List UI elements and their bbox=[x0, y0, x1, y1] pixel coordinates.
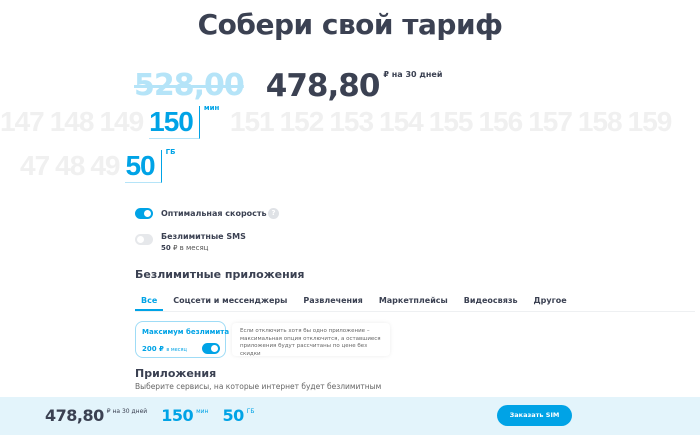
apps-tabs: Все Соцсети и мессенджеры Развлечения Ма… bbox=[135, 290, 695, 312]
minutes-option[interactable]: 154 bbox=[379, 106, 424, 137]
apps-list-heading: Приложения bbox=[135, 367, 217, 380]
minutes-option[interactable]: 151 bbox=[229, 106, 275, 137]
max-title: Максимум безлимита bbox=[142, 328, 230, 336]
gb-option[interactable]: 48 bbox=[55, 150, 85, 181]
page-title: Собери свой тариф bbox=[197, 8, 503, 41]
minutes-slider[interactable]: 147 148 149 150 мин 151 152 153 154 155 156 157 158 1… bbox=[0, 104, 677, 139]
order-sim-button[interactable]: Заказать SIM bbox=[497, 405, 572, 426]
sms-toggle[interactable] bbox=[135, 234, 153, 245]
tab-other[interactable]: Другое bbox=[533, 296, 567, 305]
sms-label: Безлимитные SMS bbox=[161, 232, 246, 241]
minutes-value: 150 bbox=[149, 106, 194, 137]
optimal-speed-toggle[interactable] bbox=[135, 208, 153, 219]
tab-entertainment[interactable]: Развлечения bbox=[303, 296, 363, 305]
old-price: 528,00 bbox=[134, 68, 245, 103]
price-period: ₽ на 30 дней bbox=[383, 70, 443, 79]
gb-option[interactable]: 49 bbox=[90, 150, 120, 181]
minutes-option[interactable]: 148 bbox=[49, 106, 95, 137]
footer-bar: 478,80 ₽ на 30 дней 150 мин 50 ГБ bbox=[0, 397, 700, 435]
minutes-option[interactable]: 152 bbox=[279, 106, 325, 137]
max-price-value: 200 ₽ bbox=[142, 345, 164, 353]
optimal-speed-label: Оптимальная скорость bbox=[161, 209, 267, 218]
gb-value: 50 bbox=[125, 150, 155, 181]
footer-gb: 50 bbox=[222, 406, 244, 425]
gb-unit: ГБ bbox=[165, 148, 176, 156]
footer-gb-unit: ГБ bbox=[246, 408, 255, 415]
gb-slider[interactable]: 47 48 49 50 ГБ bbox=[20, 148, 192, 183]
tab-marketplaces[interactable]: Маркетплейсы bbox=[378, 296, 448, 305]
tab-all[interactable]: Все bbox=[135, 290, 164, 311]
footer-period: ₽ на 30 дней bbox=[106, 408, 148, 415]
footer-summary: 478,80 ₽ на 30 дней 150 мин 50 ГБ bbox=[45, 406, 269, 425]
help-icon[interactable]: ? bbox=[268, 208, 279, 219]
tab-video[interactable]: Видеосвязь bbox=[463, 296, 518, 305]
sms-price-suffix: ₽ в месяц bbox=[172, 244, 209, 252]
footer-price: 478,80 bbox=[45, 406, 104, 425]
minutes-option[interactable]: 147 bbox=[0, 106, 45, 137]
max-unlimited-card[interactable]: Максимум безлимита 200 ₽ в месяц bbox=[135, 321, 230, 358]
apps-list-subtitle: Выберите сервисы, на которые интернет бу… bbox=[135, 382, 382, 391]
minutes-unit: мин bbox=[203, 104, 220, 112]
gb-option[interactable]: 47 bbox=[20, 150, 50, 181]
price-row: 528,00 478,80 ₽ на 30 дней bbox=[134, 68, 442, 104]
gb-selected[interactable]: 50 ГБ bbox=[125, 148, 175, 183]
tab-social[interactable]: Соцсети и мессенджеры bbox=[173, 296, 288, 305]
max-price-suffix: в месяц bbox=[166, 347, 187, 353]
minutes-option[interactable]: 158 bbox=[577, 106, 623, 137]
minutes-option[interactable]: 157 bbox=[528, 106, 573, 137]
max-price: 200 ₽ в месяц bbox=[142, 345, 187, 353]
max-toggle[interactable] bbox=[202, 343, 220, 354]
minutes-option[interactable]: 155 bbox=[428, 106, 474, 137]
minutes-selected[interactable]: 150 мин bbox=[149, 104, 219, 139]
footer-minutes-unit: мин bbox=[196, 408, 209, 415]
sms-price: 50 bbox=[161, 244, 171, 252]
apps-heading: Безлимитные приложения bbox=[135, 268, 305, 281]
footer-minutes: 150 bbox=[161, 406, 194, 425]
apps-note: Если отключить хотя бы одно приложение –… bbox=[232, 323, 390, 357]
minutes-option[interactable]: 153 bbox=[329, 106, 374, 137]
new-price: 478,80 bbox=[265, 68, 381, 104]
minutes-option[interactable]: 156 bbox=[478, 106, 523, 137]
minutes-option[interactable]: 149 bbox=[99, 106, 144, 137]
minutes-option[interactable]: 159 bbox=[627, 106, 673, 137]
